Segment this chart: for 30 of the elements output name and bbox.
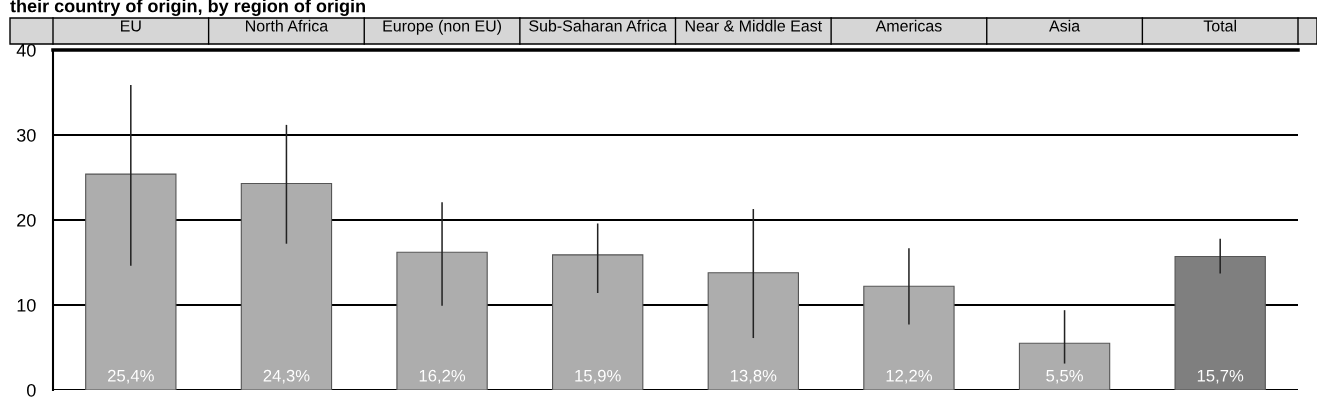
bar xyxy=(240,182,333,390)
bar xyxy=(1174,255,1266,390)
data-label: 13,8% xyxy=(730,369,777,384)
data-label: 5,5% xyxy=(1046,369,1083,384)
y-tick-label: 0 xyxy=(27,383,36,397)
bar xyxy=(707,272,799,390)
x-tick-label: Total xyxy=(1203,19,1236,32)
data-label: 15,9% xyxy=(575,369,621,384)
chart-title: their country of origin, by region of origin xyxy=(10,0,365,16)
bar xyxy=(552,254,644,390)
data-label: 16,2% xyxy=(419,369,466,384)
x-tick-label: Europe (non EU) xyxy=(383,19,501,35)
y-tick-label: 30 xyxy=(16,128,36,142)
x-tick-label: Asia xyxy=(1049,19,1081,32)
data-label: 25,4% xyxy=(108,369,154,384)
y-tick-label: 20 xyxy=(17,213,36,227)
y-tick-label: 40 xyxy=(16,43,36,57)
bar xyxy=(1018,342,1111,390)
x-tick-label: Sub-Saharan Africa xyxy=(529,19,667,32)
data-label: 24,3% xyxy=(263,369,310,384)
y-tick-label: 10 xyxy=(17,298,36,312)
data-label: 15,7% xyxy=(1197,369,1244,384)
data-label: 12,2% xyxy=(886,369,932,384)
x-tick-label: North Africa xyxy=(246,19,329,32)
bar xyxy=(863,285,955,390)
x-tick-label: Americas xyxy=(875,19,942,32)
bar xyxy=(396,251,488,390)
bar xyxy=(85,173,177,390)
x-tick-label: EU xyxy=(121,20,141,32)
x-tick-label: Near & Middle East xyxy=(685,19,822,32)
